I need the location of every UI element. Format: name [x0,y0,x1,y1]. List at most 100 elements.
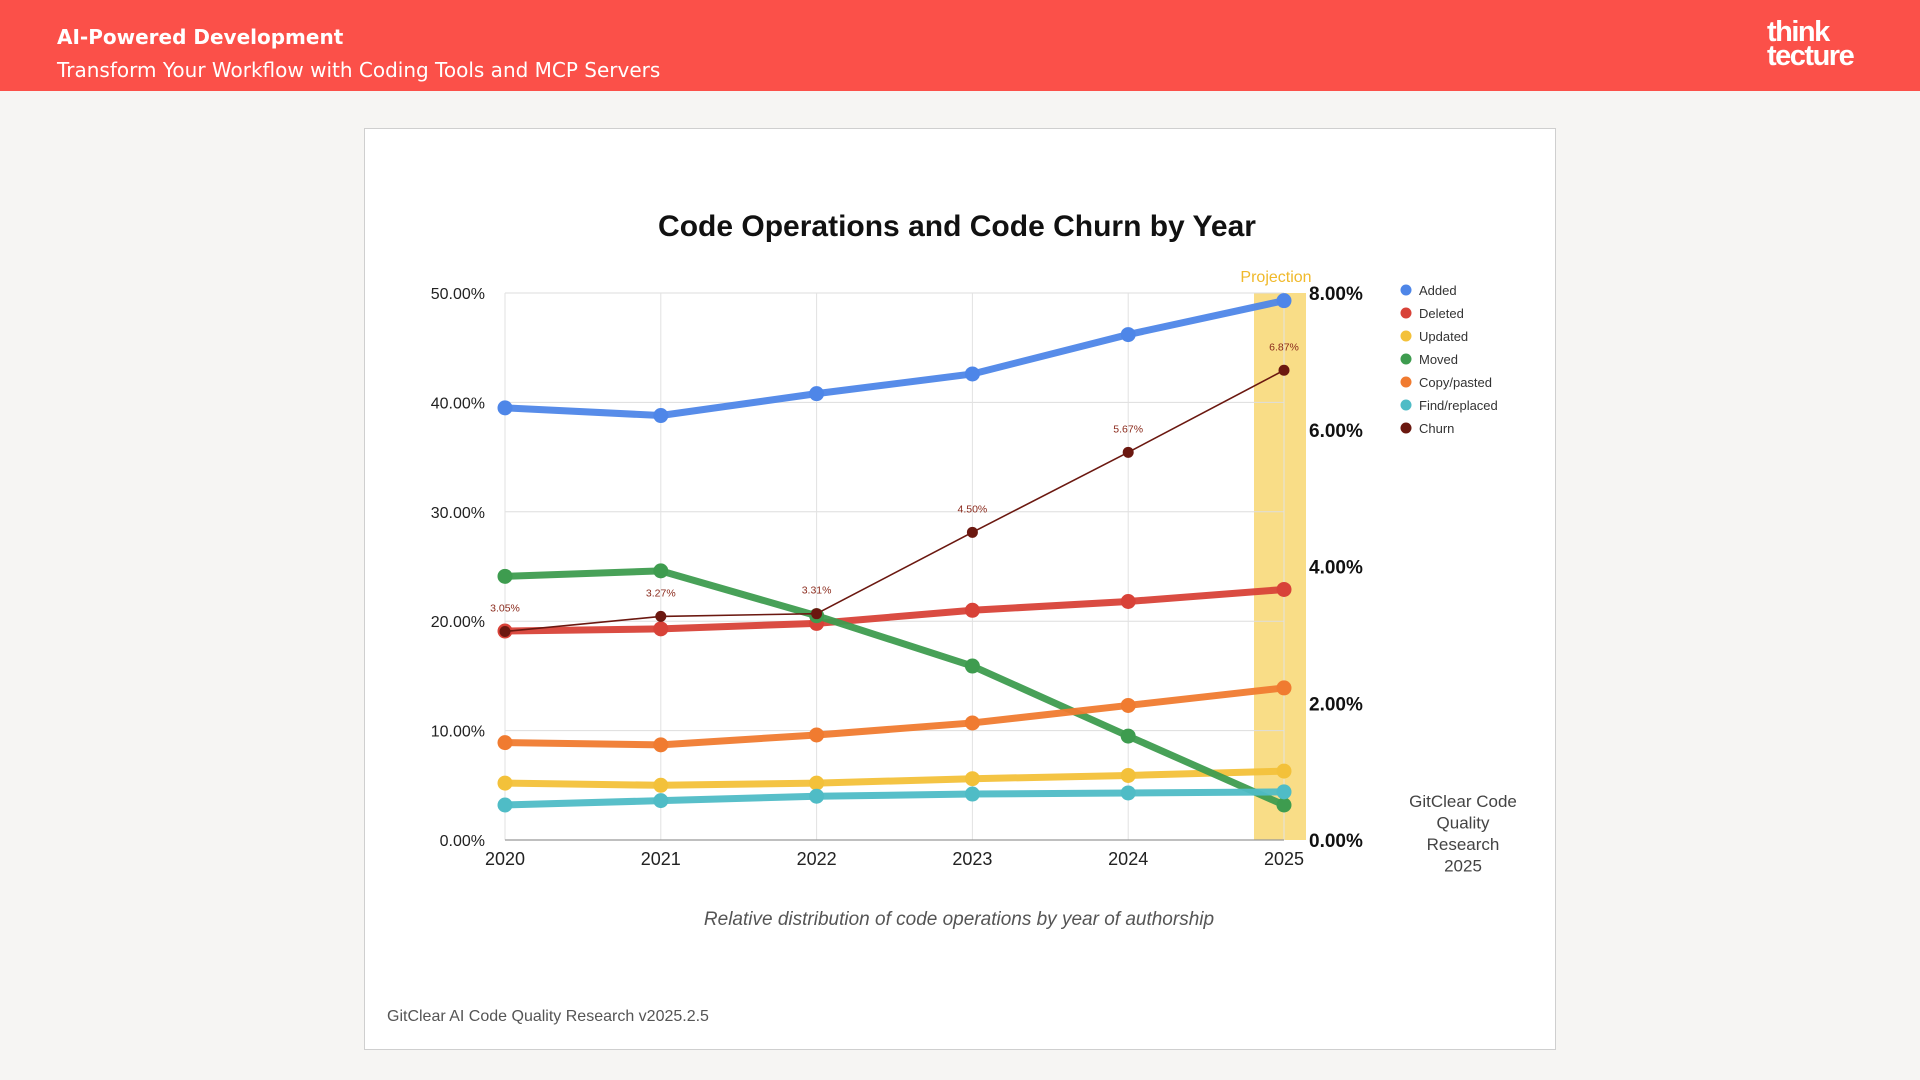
legend-label: Churn [1419,421,1454,436]
legend-marker [1400,307,1412,319]
chart-source: GitClear AI Code Quality Research v2025.… [387,1008,709,1025]
legend-label: Copy/pasted [1419,375,1492,390]
projection-label: Projection [1240,269,1311,286]
chart-svg: Code Operations and Code Churn by Year Pr… [387,210,1517,1025]
series-line-updated [501,767,1288,789]
projection-band [1254,293,1306,840]
legend-label: Moved [1419,352,1458,367]
data-point-moved [1276,797,1292,813]
data-point-find-replaced [809,788,825,804]
data-point-moved [1120,728,1136,744]
data-point-copy-pasted [809,727,825,743]
data-point-added [653,408,669,424]
presentation-title: AI-Powered Development [57,25,344,49]
data-point-moved [653,563,669,579]
side-note-line: 2025 [1444,857,1482,876]
side-note-line: GitClear Code [1409,792,1517,811]
legend-marker [1400,422,1412,434]
chart-caption: Relative distribution of code operations… [704,909,1214,930]
data-point-moved [497,568,513,584]
legend-marker [1400,330,1412,342]
data-point-deleted [1120,594,1136,610]
data-point-churn [655,610,667,622]
data-point-find-replaced [497,797,513,813]
data-point-copy-pasted [964,715,980,731]
chart-title: Code Operations and Code Churn by Year [658,210,1256,243]
series-line-deleted [501,585,1288,635]
x-tick-label: 2020 [485,849,525,869]
data-point-find-replaced [1276,784,1292,800]
churn-data-label: 6.87% [1269,341,1299,353]
side-note-line: Quality [1437,814,1490,833]
legend-label: Find/replaced [1419,398,1498,413]
y-left-tick-label: 0.00% [440,833,485,850]
series-line-copy-pasted [501,684,1288,749]
x-tick-label: 2023 [952,849,992,869]
y-left-tick-label: 20.00% [431,614,485,631]
y-left-tick-label: 10.00% [431,724,485,741]
legend-label: Added [1419,283,1457,298]
data-point-deleted [1276,581,1292,597]
data-point-added [964,366,980,382]
y-right-tick-label: 4.00% [1309,558,1363,579]
data-point-added [497,400,513,416]
x-tick-label: 2024 [1108,849,1148,869]
data-point-updated [964,771,980,787]
header-bar: AI-Powered Development Transform Your Wo… [0,0,1920,91]
data-point-updated [1120,767,1136,783]
churn-data-label: 5.67% [1113,423,1143,435]
churn-data-label: 4.50% [958,503,988,515]
churn-data-label: 3.27% [646,587,676,599]
x-tick-label: 2021 [641,849,681,869]
logo-line-2: tecture [1767,40,1855,72]
data-point-added [1276,293,1292,309]
data-point-churn [1122,446,1134,458]
data-point-churn [966,526,978,538]
data-point-moved [964,658,980,674]
side-note-line: Research [1427,835,1500,854]
chart-card: Code Operations and Code Churn by Year Pr… [364,128,1556,1050]
company-logo: think tecture [1767,16,1855,72]
data-point-updated [809,775,825,791]
legend-marker [1400,399,1412,411]
data-point-copy-pasted [1276,680,1292,696]
churn-data-label: 3.31% [802,585,832,597]
y-right-tick-label: 6.00% [1309,421,1363,442]
data-point-find-replaced [964,786,980,802]
y-right-tick-label: 2.00% [1309,694,1363,715]
y-left-tick-label: 50.00% [431,286,485,303]
legend-marker [1400,284,1412,296]
series-line-moved [501,567,1288,809]
legend-label: Updated [1419,329,1468,344]
data-point-copy-pasted [1120,697,1136,713]
data-point-updated [653,777,669,793]
data-point-deleted [964,602,980,618]
series-line-churn [504,369,1285,633]
legend-label: Deleted [1419,306,1464,321]
data-point-copy-pasted [497,735,513,751]
series-line-added [501,297,1288,420]
y-right-tick-label: 0.00% [1309,831,1363,852]
data-point-updated [497,775,513,791]
x-tick-label: 2022 [797,849,837,869]
y-left-tick-label: 30.00% [431,505,485,522]
data-point-updated [1276,763,1292,779]
data-point-deleted [653,621,669,637]
logo-line-1: think [1767,16,1830,48]
y-right-tick-label: 8.00% [1309,284,1363,305]
data-point-copy-pasted [653,737,669,753]
y-left-tick-label: 40.00% [431,395,485,412]
data-point-added [1120,327,1136,343]
churn-data-label: 3.05% [490,602,520,614]
data-point-churn [811,608,823,620]
data-point-churn [499,625,511,637]
legend-marker [1400,353,1412,365]
data-point-find-replaced [1120,785,1136,801]
presentation-subtitle: Transform Your Workflow with Coding Tool… [57,58,661,82]
data-point-find-replaced [653,793,669,809]
series-line-find-replaced [501,788,1288,809]
data-point-added [809,386,825,402]
x-tick-label: 2025 [1264,849,1304,869]
legend-marker [1400,376,1412,388]
data-point-churn [1278,364,1290,376]
